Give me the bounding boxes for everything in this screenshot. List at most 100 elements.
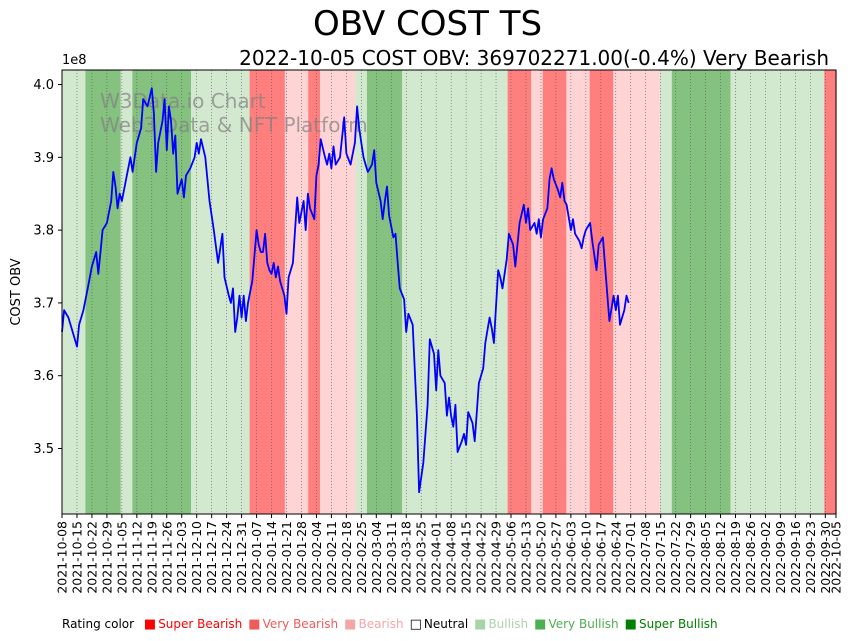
x-tick-label: 2022-05-13 [518,521,533,594]
x-tick-label: 2021-11-12 [129,521,144,594]
rating-band [296,70,309,514]
x-tick-label: 2022-03-25 [414,521,429,594]
x-tick-label: 2022-03-11 [384,521,399,594]
x-tick-label: 2022-07-15 [653,521,668,594]
rating-band [366,70,380,514]
rating-band [191,70,204,514]
rating-band [155,70,169,514]
rating-band [671,70,685,514]
rating-band [765,70,778,514]
rating-band [519,70,532,514]
x-tick-label: 2022-09-30 [818,521,833,594]
chart-title: OBV COST TS [312,4,543,44]
rating-band [62,70,75,514]
rating-band [237,70,251,514]
y-axis: 3.5 3.6 3.7 3.8 3.9 4.0 [33,78,62,457]
x-axis: 2021-10-08 2021-10-15 2021-10-22 2021-10-29… [55,514,844,594]
rating-band [812,70,825,514]
rating-band [624,70,638,514]
series-line [61,87,630,494]
x-tick-label: 2022-09-02 [758,521,773,594]
rating-band [613,70,626,514]
rating-band [484,70,497,514]
x-tick-label: 2022-04-01 [429,521,444,594]
x-tick-label: 2021-10-08 [55,521,70,594]
x-tick-label: 2022-06-17 [593,521,608,594]
x-tick-label: 2022-07-22 [668,521,683,594]
rating-band [495,70,509,514]
rating-band [742,70,755,514]
rating-band [636,70,649,514]
x-tick-label: 2021-11-26 [159,521,174,594]
vertical-gridlines [61,70,837,514]
x-tick-label: 2022-08-12 [713,521,728,594]
rating-band [120,70,133,514]
rating-band [202,70,216,514]
rating-band [566,70,579,514]
legend-item-label: Very Bullish [548,617,619,631]
legend: Rating color ■ Super Bearish ■ Very Bearish… [62,616,730,633]
rating-band [554,70,567,514]
x-tick-label: 2022-05-06 [504,521,519,594]
rating-band [249,70,262,514]
x-tick-label: 2022-05-27 [548,521,563,594]
rating-band [648,70,661,514]
y-tick-label: 3.6 [33,369,54,384]
rating-band [824,70,837,514]
x-tick-label: 2022-09-09 [773,521,788,594]
legend-items: ■ Super Bearish ■ Very Bearish ■ Bearish □ Neut… [143,617,724,632]
rating-band [800,70,814,514]
rating-band [542,70,556,514]
x-tick-label: 2022-08-19 [728,521,743,594]
rating-band [97,70,110,514]
rating-band [273,70,286,514]
legend-swatch-icon: ■ [534,617,547,632]
chart-subtitle: 2022-10-05 COST OBV: 369702271.00(-0.4%)… [239,46,829,70]
rating-band [284,70,298,514]
rating-band [132,70,145,514]
y-tick-label: 3.5 [33,442,54,457]
legend-item-label: Very Bearish [262,617,339,631]
x-tick-label: 2022-04-22 [474,521,489,594]
legend-item: ■ Super Bullish [624,617,718,632]
x-tick-label: 2022-07-08 [638,521,653,594]
x-tick-label: 2022-10-05 [829,521,844,594]
watermark-line: Web3 Data & NFT Platform [100,113,368,137]
legend-swatch-icon: ■ [344,617,357,632]
plot-frame [61,69,837,515]
x-tick-label: 2022-08-26 [743,521,758,594]
legend-item-label: Super Bearish [158,617,243,631]
legend-swatch-icon: ■ [624,617,637,632]
rating-band [214,70,227,514]
legend-item: ■ Very Bearish [248,617,339,632]
x-tick-label: 2022-06-03 [563,521,578,594]
rating-band [753,70,767,514]
rating-band [472,70,485,514]
rating-band [261,70,274,514]
legend-swatch-icon: ■ [474,617,487,632]
x-tick-label: 2022-08-05 [698,521,713,594]
rating-band [777,70,790,514]
rating-band [507,70,520,514]
y-tick-label: 3.7 [33,296,54,311]
rating-band [144,70,157,514]
x-tick-label: 2022-03-18 [399,521,414,594]
rating-band [437,70,450,514]
x-tick-label: 2021-10-29 [99,521,114,594]
x-tick-label: 2021-12-24 [219,521,234,594]
x-tick-label: 2021-10-15 [69,521,84,594]
rating-band [425,70,438,514]
legend-swatch-icon: ■ [143,617,157,632]
rating-band [320,70,333,514]
legend-item: ■ Super Bearish [143,617,243,632]
legend-item: □ Neutral [410,617,469,632]
watermark-line: W3Data.io Chart [100,89,266,113]
x-tick-label: 2022-07-01 [623,521,638,594]
rating-band [730,70,743,514]
y-tick-label: 3.8 [33,224,54,239]
rating-band [531,70,544,514]
rating-bands [62,70,837,514]
y-multiplier-label: 1e8 [62,53,87,68]
x-tick-label: 2021-11-19 [144,521,159,594]
